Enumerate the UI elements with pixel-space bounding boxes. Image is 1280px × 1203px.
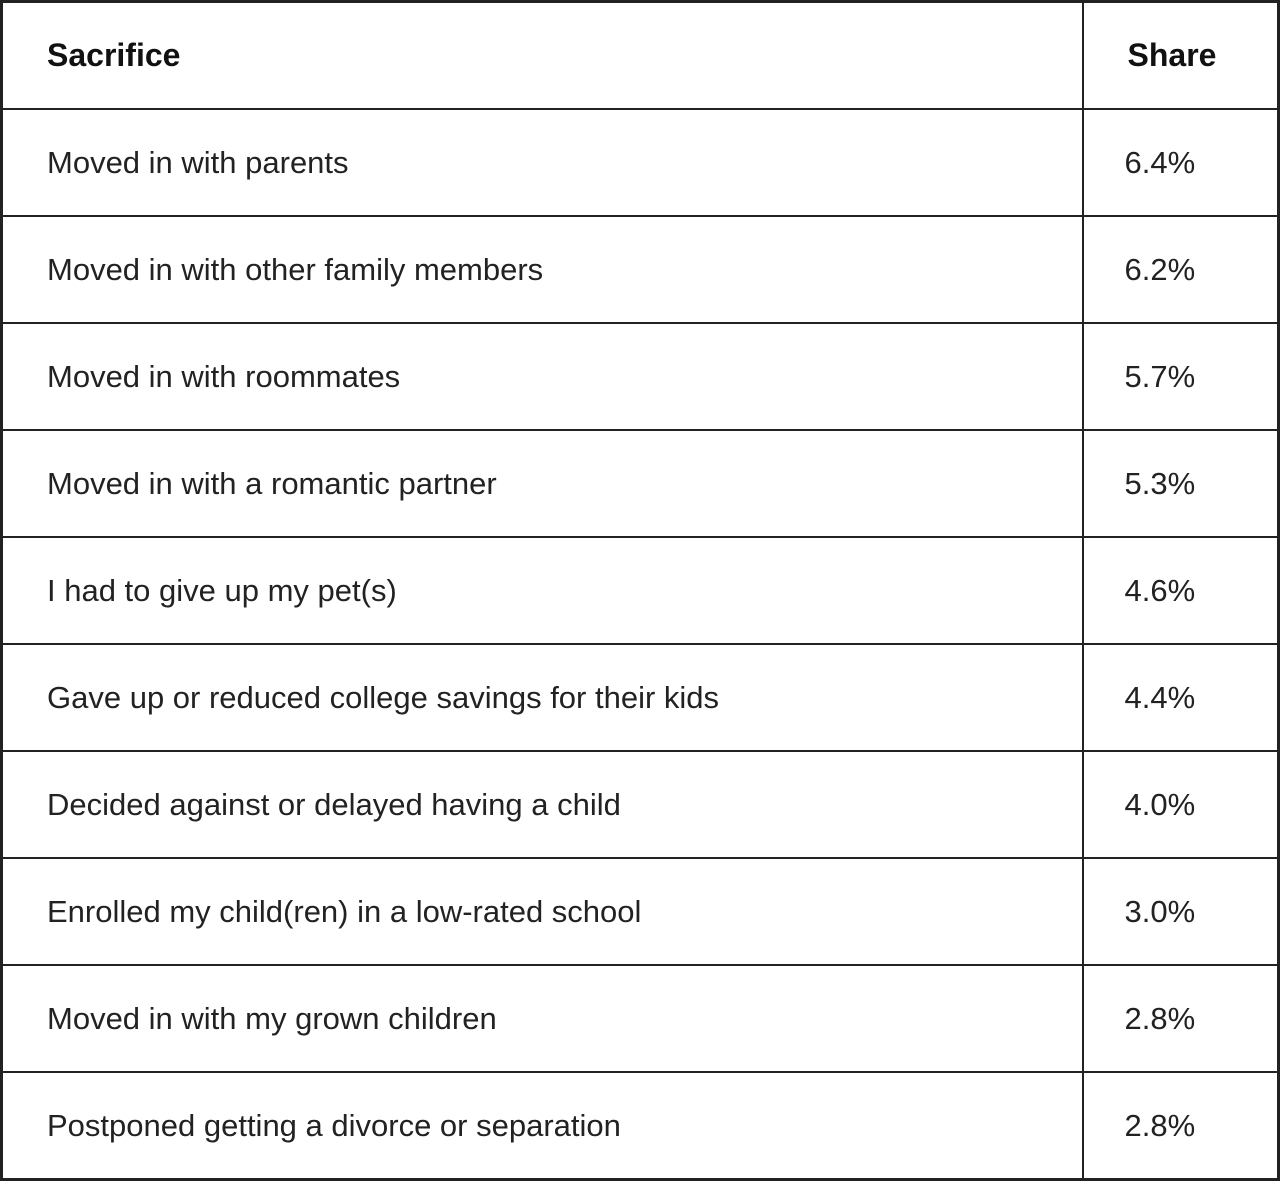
sacrifice-cell: Enrolled my child(ren) in a low-rated sc… <box>0 857 1084 966</box>
share-cell: 5.3% <box>1081 429 1280 538</box>
table-row: Moved in with other family members 6.2% <box>0 215 1280 324</box>
table-row: I had to give up my pet(s) 4.6% <box>0 536 1280 645</box>
share-cell: 4.4% <box>1081 643 1280 752</box>
sacrifice-cell: I had to give up my pet(s) <box>0 536 1084 645</box>
share-cell: 5.7% <box>1081 322 1280 431</box>
table-row: Enrolled my child(ren) in a low-rated sc… <box>0 857 1280 966</box>
table-row: Moved in with parents 6.4% <box>0 108 1280 217</box>
table-row: Moved in with a romantic partner 5.3% <box>0 429 1280 538</box>
sacrifice-cell: Decided against or delayed having a chil… <box>0 750 1084 859</box>
header-cell: Sacrifice <box>0 0 1084 110</box>
share-cell: 6.4% <box>1081 108 1280 217</box>
table-head: Sacrifice Share <box>0 0 1280 110</box>
share-cell: 4.0% <box>1081 750 1280 859</box>
header-cell: Share <box>1081 0 1280 110</box>
share-cell: 6.2% <box>1081 215 1280 324</box>
sacrifice-cell: Moved in with parents <box>0 108 1084 217</box>
share-cell: 2.8% <box>1081 1071 1280 1181</box>
table-row: Moved in with my grown children 2.8% <box>0 964 1280 1073</box>
sacrifice-cell: Moved in with a romantic partner <box>0 429 1084 538</box>
table-row: Postponed getting a divorce or separatio… <box>0 1071 1280 1181</box>
sacrifice-cell: Moved in with other family members <box>0 215 1084 324</box>
share-cell: 4.6% <box>1081 536 1280 645</box>
header-row: Sacrifice Share <box>0 0 1280 110</box>
table-body: Moved in with parents 6.4% Moved in with o… <box>0 108 1280 1181</box>
share-cell: 2.8% <box>1081 964 1280 1073</box>
table-row: Decided against or delayed having a chil… <box>0 750 1280 859</box>
share-cell: 3.0% <box>1081 857 1280 966</box>
sacrifice-cell: Gave up or reduced college savings for t… <box>0 643 1084 752</box>
sacrifice-cell: Moved in with my grown children <box>0 964 1084 1073</box>
table-row: Gave up or reduced college savings for t… <box>0 643 1280 752</box>
table-row: Moved in with roommates 5.7% <box>0 322 1280 431</box>
sacrifice-cell: Moved in with roommates <box>0 322 1084 431</box>
sacrifice-cell: Postponed getting a divorce or separatio… <box>0 1071 1084 1181</box>
